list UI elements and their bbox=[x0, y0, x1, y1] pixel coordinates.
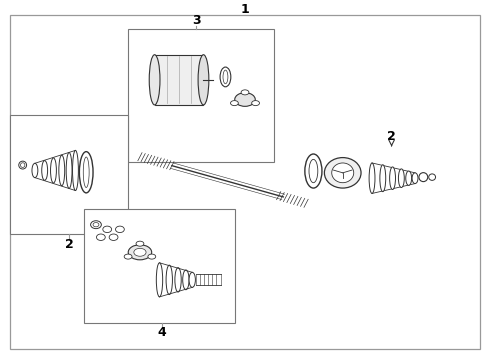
Ellipse shape bbox=[235, 93, 255, 106]
Bar bbox=[155, 55, 203, 105]
Ellipse shape bbox=[109, 234, 118, 240]
Text: 1: 1 bbox=[241, 3, 249, 16]
Ellipse shape bbox=[32, 163, 38, 177]
Ellipse shape bbox=[369, 163, 375, 193]
Ellipse shape bbox=[42, 161, 48, 180]
Text: 4: 4 bbox=[158, 326, 166, 339]
Text: 2: 2 bbox=[387, 130, 396, 144]
Ellipse shape bbox=[332, 163, 354, 183]
Ellipse shape bbox=[124, 254, 132, 259]
Ellipse shape bbox=[21, 163, 25, 167]
Ellipse shape bbox=[398, 169, 404, 188]
Ellipse shape bbox=[230, 100, 238, 105]
Ellipse shape bbox=[128, 245, 152, 260]
Bar bbox=[128, 30, 274, 162]
Ellipse shape bbox=[149, 55, 160, 105]
Ellipse shape bbox=[116, 226, 124, 233]
Ellipse shape bbox=[59, 155, 65, 186]
Ellipse shape bbox=[324, 158, 361, 188]
Ellipse shape bbox=[223, 70, 228, 84]
Ellipse shape bbox=[103, 226, 112, 233]
Ellipse shape bbox=[66, 153, 72, 188]
Ellipse shape bbox=[252, 100, 260, 105]
Ellipse shape bbox=[429, 174, 436, 180]
Ellipse shape bbox=[148, 254, 156, 259]
Ellipse shape bbox=[305, 154, 322, 188]
Ellipse shape bbox=[93, 222, 99, 227]
Ellipse shape bbox=[73, 150, 78, 190]
Ellipse shape bbox=[198, 55, 209, 105]
Ellipse shape bbox=[50, 158, 56, 183]
Ellipse shape bbox=[83, 157, 89, 188]
Bar bbox=[84, 209, 235, 323]
Ellipse shape bbox=[136, 241, 144, 246]
Ellipse shape bbox=[406, 171, 412, 185]
Ellipse shape bbox=[134, 248, 146, 256]
Ellipse shape bbox=[183, 270, 189, 290]
Text: 3: 3 bbox=[192, 14, 200, 27]
Ellipse shape bbox=[156, 263, 163, 297]
Ellipse shape bbox=[97, 234, 105, 240]
Ellipse shape bbox=[241, 90, 249, 95]
Ellipse shape bbox=[91, 221, 101, 229]
Ellipse shape bbox=[79, 152, 93, 193]
Ellipse shape bbox=[175, 267, 181, 292]
Ellipse shape bbox=[419, 173, 428, 181]
Ellipse shape bbox=[220, 67, 231, 87]
Ellipse shape bbox=[380, 165, 386, 192]
Ellipse shape bbox=[309, 159, 318, 183]
Ellipse shape bbox=[412, 173, 418, 184]
Ellipse shape bbox=[189, 272, 196, 287]
Ellipse shape bbox=[390, 167, 395, 189]
Text: 2: 2 bbox=[65, 238, 74, 251]
Bar bbox=[10, 116, 128, 234]
Ellipse shape bbox=[19, 161, 26, 169]
Ellipse shape bbox=[166, 265, 172, 294]
